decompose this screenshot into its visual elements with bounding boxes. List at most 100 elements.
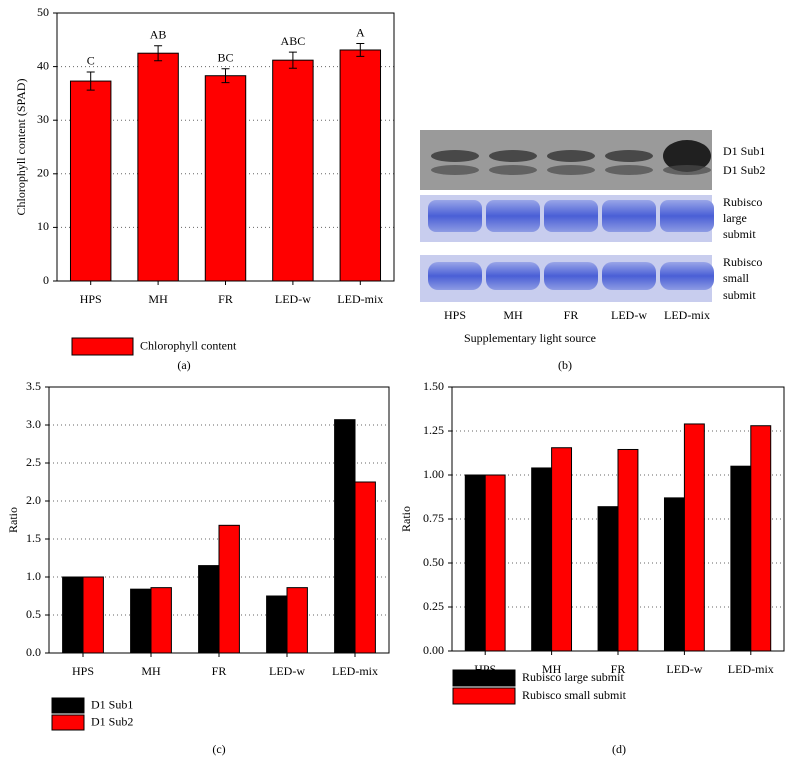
bar <box>750 425 772 652</box>
x-tick-label: MH <box>148 292 168 306</box>
x-tick-label: HPS <box>72 664 94 678</box>
bar <box>730 465 752 652</box>
y-tick-label: 50 <box>37 5 49 19</box>
y-tick-label: 0.50 <box>423 555 444 569</box>
legend-label: D1 Sub2 <box>91 714 133 728</box>
band <box>431 150 479 162</box>
band-label: submit <box>723 227 756 241</box>
x-axis-label: Supplementary light source <box>464 331 596 345</box>
legend-swatch <box>51 714 85 731</box>
bar <box>663 497 685 652</box>
band <box>602 262 656 290</box>
band <box>431 165 479 175</box>
annotation: C <box>87 54 95 68</box>
band-label: small <box>723 271 750 285</box>
panel-label: (a) <box>177 358 190 372</box>
y-tick-label: 1.5 <box>26 531 41 545</box>
bar <box>62 576 84 654</box>
y-tick-label: 0.75 <box>423 511 444 525</box>
legend-swatch <box>452 669 516 687</box>
legend-label: Chlorophyll content <box>140 338 237 352</box>
bar <box>551 447 573 652</box>
bar <box>130 588 152 654</box>
x-tick-label: MH <box>141 664 161 678</box>
plot-frame <box>451 386 785 652</box>
y-axis-label: Chlorophyll content (SPAD) <box>14 79 28 216</box>
x-tick-label: LED-w <box>269 664 305 678</box>
panel-label: (b) <box>558 358 572 372</box>
band <box>489 150 537 162</box>
x-tick-label: FR <box>212 664 227 678</box>
x-tick-label: LED-mix <box>337 292 383 306</box>
y-tick-label: 3.0 <box>26 417 41 431</box>
bar <box>218 524 240 654</box>
bar <box>286 587 308 654</box>
y-axis-label: Ratio <box>6 507 20 533</box>
y-tick-label: 3.5 <box>26 379 41 393</box>
lane-label: FR <box>564 308 579 322</box>
bar <box>683 423 705 652</box>
bar <box>198 565 220 654</box>
band <box>544 200 598 232</box>
legend-label: Rubisco large submit <box>522 670 624 684</box>
bar <box>339 49 382 282</box>
band <box>544 262 598 290</box>
annotation: AB <box>150 27 167 41</box>
y-tick-label: 1.50 <box>423 379 444 393</box>
x-tick-label: HPS <box>80 292 102 306</box>
blot-panel: D1 Sub1 D1 Sub2 Rubisco large submit Rub… <box>420 130 765 372</box>
legend-swatch <box>452 687 516 705</box>
y-tick-label: 20 <box>37 166 49 180</box>
bar <box>266 595 288 654</box>
bar <box>531 467 553 652</box>
bar <box>272 59 314 282</box>
band <box>547 165 595 175</box>
lane-label: HPS <box>444 308 466 322</box>
panel-label: (c) <box>212 742 225 756</box>
y-tick-label: 0.5 <box>26 607 41 621</box>
plot-frame <box>56 12 395 282</box>
error-bar <box>154 45 163 62</box>
x-tick-label: LED-w <box>666 662 702 676</box>
band-label: submit <box>723 288 756 302</box>
band-label: large <box>723 211 747 225</box>
band <box>605 150 653 162</box>
bar <box>334 419 356 654</box>
panel-label: (d) <box>612 742 626 756</box>
band-label: Rubisco <box>723 255 762 269</box>
x-tick-label: LED-mix <box>728 662 774 676</box>
y-tick-label: 40 <box>37 58 49 72</box>
y-tick-label: 0.00 <box>423 643 444 657</box>
band <box>663 140 711 172</box>
error-bar <box>356 43 365 57</box>
lane-label: LED-mix <box>664 308 710 322</box>
x-tick-label: FR <box>218 292 233 306</box>
annotation: BC <box>217 50 233 64</box>
y-tick-label: 1.0 <box>26 569 41 583</box>
x-tick-label: MH <box>542 662 562 676</box>
y-tick-label: 10 <box>37 219 49 233</box>
lane-label: MH <box>503 308 523 322</box>
band <box>428 200 482 232</box>
band <box>605 165 653 175</box>
x-tick-label: LED-w <box>275 292 311 306</box>
bar <box>484 474 506 652</box>
band <box>547 150 595 162</box>
x-tick-label: LED-mix <box>332 664 378 678</box>
bar <box>137 52 179 282</box>
bar <box>464 474 486 652</box>
band <box>663 165 711 175</box>
legend-label: Rubisco small submit <box>522 688 627 702</box>
legend-swatch <box>71 337 134 356</box>
band <box>602 200 656 232</box>
bar <box>150 587 172 654</box>
bar <box>82 576 104 654</box>
error-bar <box>221 68 230 84</box>
bar <box>69 80 112 282</box>
band <box>486 262 540 290</box>
legend-label: D1 Sub1 <box>91 697 133 711</box>
y-tick-label: 1.00 <box>423 467 444 481</box>
band <box>428 262 482 290</box>
bar <box>597 506 619 652</box>
